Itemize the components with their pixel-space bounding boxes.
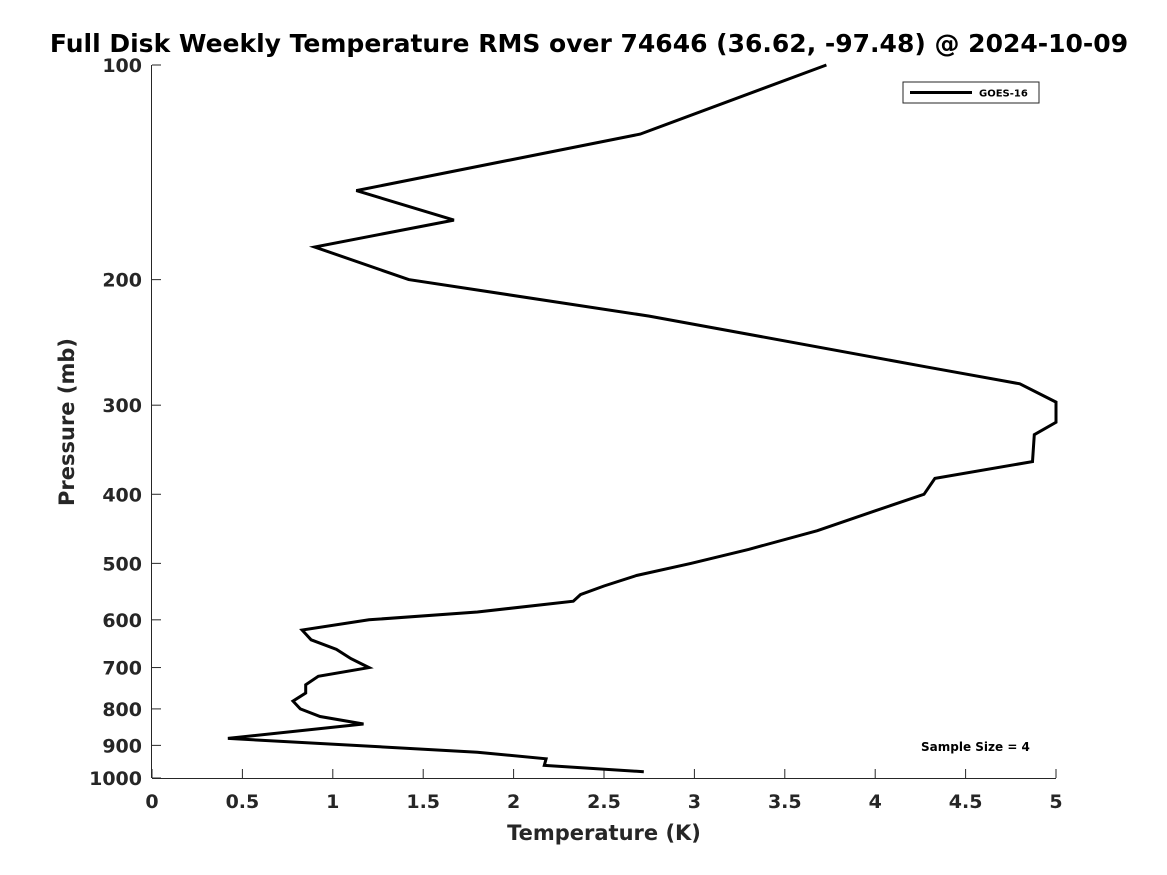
y-tick-label: 500 xyxy=(102,553,142,575)
x-tick-label: 1.5 xyxy=(406,791,440,813)
x-tick-label: 4.5 xyxy=(949,791,983,813)
sample-size-annotation: Sample Size = 4 xyxy=(921,740,1030,754)
y-tick-label: 100 xyxy=(102,55,142,77)
y-axis: 100 200 300 400 500 600 700 800 900 1000 xyxy=(89,55,161,790)
x-axis: 0 0.5 1 1.5 2 2.5 3 3.5 4 4.5 5 xyxy=(145,769,1063,813)
x-tick-label: 1 xyxy=(326,791,339,813)
y-tick-label: 700 xyxy=(102,658,142,680)
y-tick-label: 800 xyxy=(102,699,142,721)
x-tick-label: 4 xyxy=(869,791,882,813)
x-tick-label: 2.5 xyxy=(587,791,621,813)
y-axis-label: Pressure (mb) xyxy=(55,338,79,506)
legend: GOES-16 xyxy=(902,81,1040,104)
x-tick-label: 0.5 xyxy=(226,791,260,813)
x-tick-label: 3.5 xyxy=(768,791,802,813)
x-tick-label: 5 xyxy=(1049,791,1062,813)
y-tick-label: 400 xyxy=(102,484,142,506)
x-tick-label: 2 xyxy=(507,791,520,813)
y-tick-label: 1000 xyxy=(89,768,142,790)
y-tick-label: 200 xyxy=(102,270,142,292)
y-tick-label: 900 xyxy=(102,735,142,757)
chart-title: Full Disk Weekly Temperature RMS over 74… xyxy=(50,29,1128,58)
legend-label: GOES-16 xyxy=(979,89,1028,100)
series-layer xyxy=(227,63,1058,774)
x-axis-label: Temperature (K) xyxy=(507,821,701,845)
x-tick-label: 0 xyxy=(145,791,158,813)
y-tick-label: 300 xyxy=(102,395,142,417)
series-line xyxy=(227,63,1058,774)
y-tick-label: 600 xyxy=(102,610,142,632)
x-tick-label: 3 xyxy=(688,791,701,813)
